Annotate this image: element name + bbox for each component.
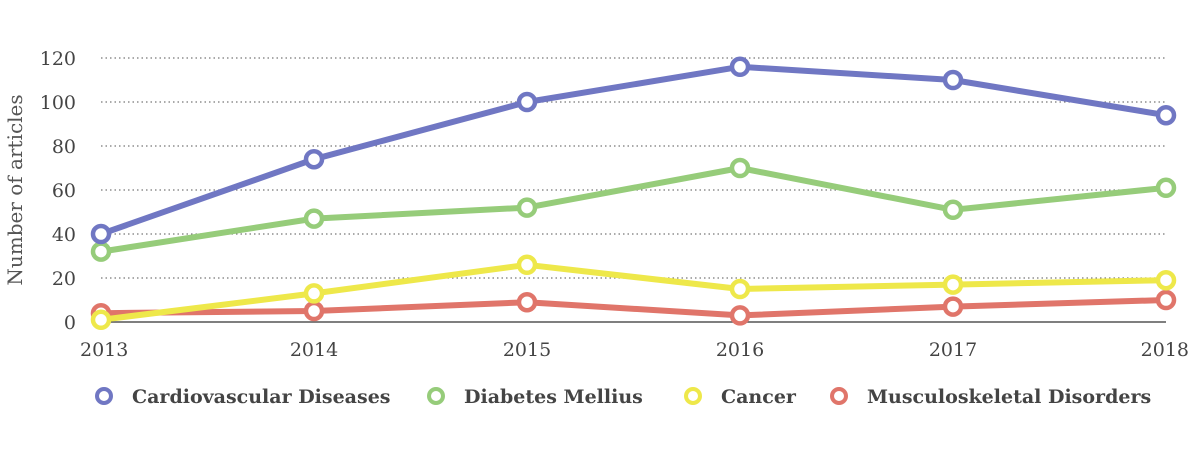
legend-item: Cardiovascular Diseases (95, 386, 390, 408)
y-tick-label: 100 (40, 92, 76, 114)
data-point (303, 148, 325, 170)
data-point (516, 91, 538, 113)
legend-marker (95, 387, 113, 405)
legend-item: Musculoskeletal Disorders (830, 386, 1151, 408)
y-tick-label: 20 (52, 268, 76, 290)
x-tick-label: 2013 (80, 339, 128, 361)
x-tick-label: 2014 (290, 339, 338, 361)
data-point (516, 291, 538, 313)
legend-marker (427, 387, 445, 405)
series-cardiovascular-diseases (90, 56, 1177, 245)
legend-marker (684, 387, 702, 405)
y-axis-ticks: 0 20 40 60 80 100 120 (40, 48, 76, 334)
data-point (1155, 269, 1177, 291)
y-axis-title: Number of articles (3, 94, 27, 285)
data-point (1155, 289, 1177, 311)
series-musculoskeletal-disorders (90, 289, 1177, 326)
legend-label: Diabetes Mellius (464, 386, 643, 408)
data-point (303, 208, 325, 229)
legend-item: Diabetes Mellius (427, 386, 643, 408)
x-tick-label: 2015 (503, 339, 551, 361)
data-point (942, 296, 964, 317)
y-tick-label: 80 (52, 136, 76, 158)
data-point (942, 69, 964, 91)
data-point (90, 223, 112, 245)
series-diabetes-mellius (90, 157, 1177, 262)
data-point (1155, 104, 1177, 126)
y-tick-label: 40 (52, 224, 76, 246)
data-point (729, 305, 751, 326)
data-point (729, 278, 751, 300)
legend-label: Cardiovascular Diseases (132, 386, 390, 408)
data-point (942, 199, 964, 221)
x-tick-label: 2017 (929, 339, 977, 361)
data-point (303, 300, 325, 322)
series-line (98, 63, 1169, 237)
data-point (729, 56, 751, 78)
data-point (942, 274, 964, 295)
legend-label: Cancer (721, 386, 797, 408)
y-tick-label: 0 (64, 312, 76, 334)
data-point (1155, 177, 1177, 199)
series-cancer (90, 254, 1177, 331)
data-point (516, 197, 538, 218)
y-tick-label: 60 (52, 180, 76, 202)
data-point (90, 309, 112, 331)
series-layer (90, 56, 1177, 331)
data-point (303, 283, 325, 304)
x-tick-label: 2016 (716, 339, 764, 361)
series-line (98, 261, 1169, 323)
x-axis-ticks: 2013 2014 2015 2016 2017 2018 (80, 339, 1189, 361)
legend-item: Cancer (684, 386, 797, 408)
data-point (729, 157, 751, 179)
y-tick-label: 120 (40, 48, 76, 70)
legend-marker (830, 387, 848, 405)
legend-label: Musculoskeletal Disorders (867, 386, 1151, 408)
legend: Cardiovascular Diseases Diabetes Mellius C… (95, 386, 1151, 408)
series-line (98, 297, 1169, 319)
data-point (90, 241, 112, 262)
series-line (98, 165, 1169, 255)
data-point (516, 254, 538, 276)
x-tick-label: 2018 (1141, 339, 1189, 361)
